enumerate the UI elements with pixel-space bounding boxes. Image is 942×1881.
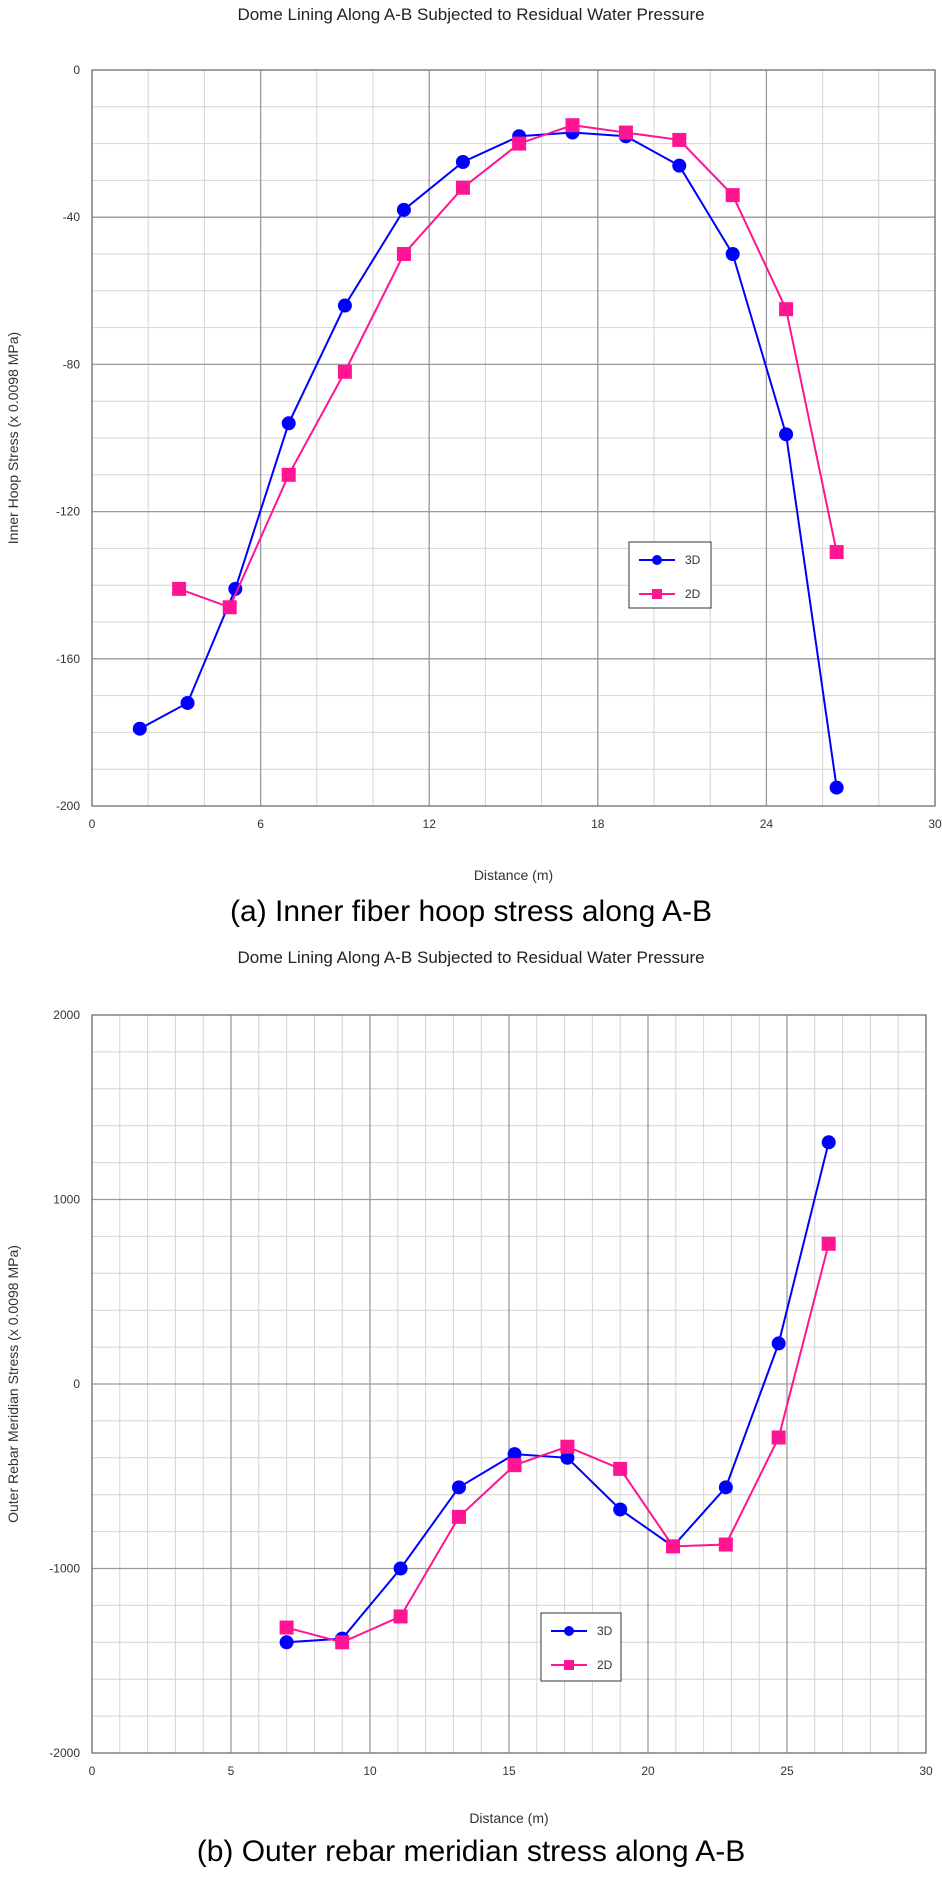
series-line-3d: [139, 131, 838, 788]
figure-caption: (a) Inner fiber hoop stress along A-B: [230, 895, 712, 928]
y-tick-label: 0: [73, 63, 80, 77]
x-tick-label: 0: [89, 817, 96, 831]
y-tick-label: -2000: [49, 1746, 80, 1760]
x-tick-label: 30: [919, 1764, 933, 1778]
x-tick-label: 15: [502, 1764, 516, 1778]
y-tick-label: -80: [63, 357, 81, 371]
data-point-2d: [771, 1430, 786, 1445]
x-tick-label: 6: [257, 817, 264, 831]
x-tick-label: 5: [228, 1764, 235, 1778]
y-tick-label: -200: [56, 799, 80, 813]
data-point-2d: [718, 1537, 733, 1552]
data-point-3d: [560, 1450, 575, 1465]
data-point-3d: [829, 780, 844, 795]
data-point-2d: [560, 1439, 575, 1454]
y-tick-label: -1000: [49, 1562, 80, 1576]
x-axis-label: Distance (m): [474, 867, 553, 883]
data-point-3d: [180, 695, 195, 710]
data-point-3d: [507, 1447, 522, 1462]
data-point-3d: [281, 416, 296, 431]
data-point-2d: [512, 136, 527, 151]
legend-label: 3D: [597, 1624, 613, 1638]
y-tick-label: -120: [56, 505, 80, 519]
y-axis-label: Outer Rebar Meridian Stress (x 0.0098 MP…: [5, 1245, 21, 1523]
data-point-3d: [672, 158, 687, 173]
data-point-3d: [451, 1480, 466, 1495]
plot-area-border: [91, 69, 936, 807]
legend-box: [628, 541, 712, 609]
y-tick-label: -160: [56, 652, 80, 666]
data-point-2d: [337, 364, 352, 379]
data-point-3d: [613, 1502, 628, 1517]
x-tick-label: 30: [928, 817, 942, 831]
data-point-3d: [779, 427, 794, 442]
data-point-3d: [771, 1336, 786, 1351]
data-point-2d: [618, 125, 633, 140]
data-point-2d: [396, 247, 411, 261]
hoop-stress-chart: 0 6 12 18 24 30 0 -40 -80 -120 -160 -200 Distance (m…: [5, 63, 942, 883]
data-point-2d: [507, 1458, 522, 1473]
data-point-3d: [279, 1635, 294, 1650]
x-tick-label: 10: [363, 1764, 377, 1778]
data-point-2d: [281, 467, 296, 482]
data-point-3d: [725, 247, 740, 261]
data-point-2d: [829, 545, 844, 560]
figure-caption: (b) Outer rebar meridian stress along A-…: [196, 1835, 746, 1868]
data-point-3d: [132, 721, 147, 736]
legend-label: 3D: [685, 553, 701, 567]
data-point-2d: [393, 1609, 408, 1624]
data-point-2d: [666, 1539, 681, 1554]
x-tick-label: 18: [591, 817, 605, 831]
data-point-2d: [279, 1620, 294, 1635]
x-tick-label: 24: [760, 817, 774, 831]
data-point-2d: [779, 302, 794, 317]
legend: 3D 2D: [540, 1612, 622, 1682]
series-line-3d: [286, 1142, 830, 1644]
legend-box: [540, 1612, 622, 1682]
data-point-2d: [565, 118, 580, 133]
chart-title: Dome Lining Along A-B Subjected to Resid…: [237, 5, 705, 24]
legend-marker: [564, 1660, 574, 1670]
data-point-2d: [672, 132, 687, 147]
x-axis-label: Distance (m): [469, 1810, 548, 1826]
data-point-2d: [725, 188, 740, 203]
data-point-2d: [222, 600, 237, 615]
legend-label: 2D: [685, 587, 701, 601]
data-point-2d: [613, 1461, 628, 1476]
legend: 3D 2D: [628, 541, 712, 609]
legend-label: 2D: [597, 1658, 613, 1672]
chart-panel-b: Dome Lining Along A-B Subjected to Resid…: [0, 945, 942, 1881]
data-point-3d: [396, 202, 411, 217]
data-point-2d: [821, 1236, 836, 1251]
legend-marker: [652, 589, 662, 599]
legend-marker: [564, 1626, 574, 1636]
y-tick-label: 1000: [53, 1193, 80, 1207]
data-point-3d: [718, 1480, 733, 1495]
x-tick-label: 12: [423, 817, 437, 831]
data-point-3d: [393, 1561, 408, 1576]
data-point-3d: [337, 298, 352, 313]
series-line-2d: [286, 1243, 830, 1644]
data-point-2d: [455, 180, 470, 195]
chart-title: Dome Lining Along A-B Subjected to Resid…: [237, 948, 705, 967]
data-point-2d: [451, 1509, 466, 1524]
y-tick-label: 2000: [53, 1008, 80, 1022]
chart-panel-a: Dome Lining Along A-B Subjected to Resid…: [5, 5, 942, 928]
data-point-2d: [335, 1635, 350, 1650]
legend-marker: [652, 555, 662, 565]
x-tick-label: 0: [89, 1764, 96, 1778]
y-tick-label: -40: [63, 210, 81, 224]
plot-area-border: [91, 1014, 927, 1754]
x-tick-label: 20: [641, 1764, 655, 1778]
x-tick-label: 25: [780, 1764, 794, 1778]
data-point-3d: [455, 155, 470, 169]
data-point-2d: [172, 581, 187, 596]
y-axis-label: Inner Hoop Stress (x 0.0098 MPa): [5, 332, 21, 544]
data-point-3d: [821, 1135, 836, 1150]
y-tick-label: 0: [73, 1377, 80, 1391]
meridian-stress-chart: 0 5 10 15 20 25 30 2000 1000 0 -1000 -2000 Distance …: [5, 1008, 933, 1826]
